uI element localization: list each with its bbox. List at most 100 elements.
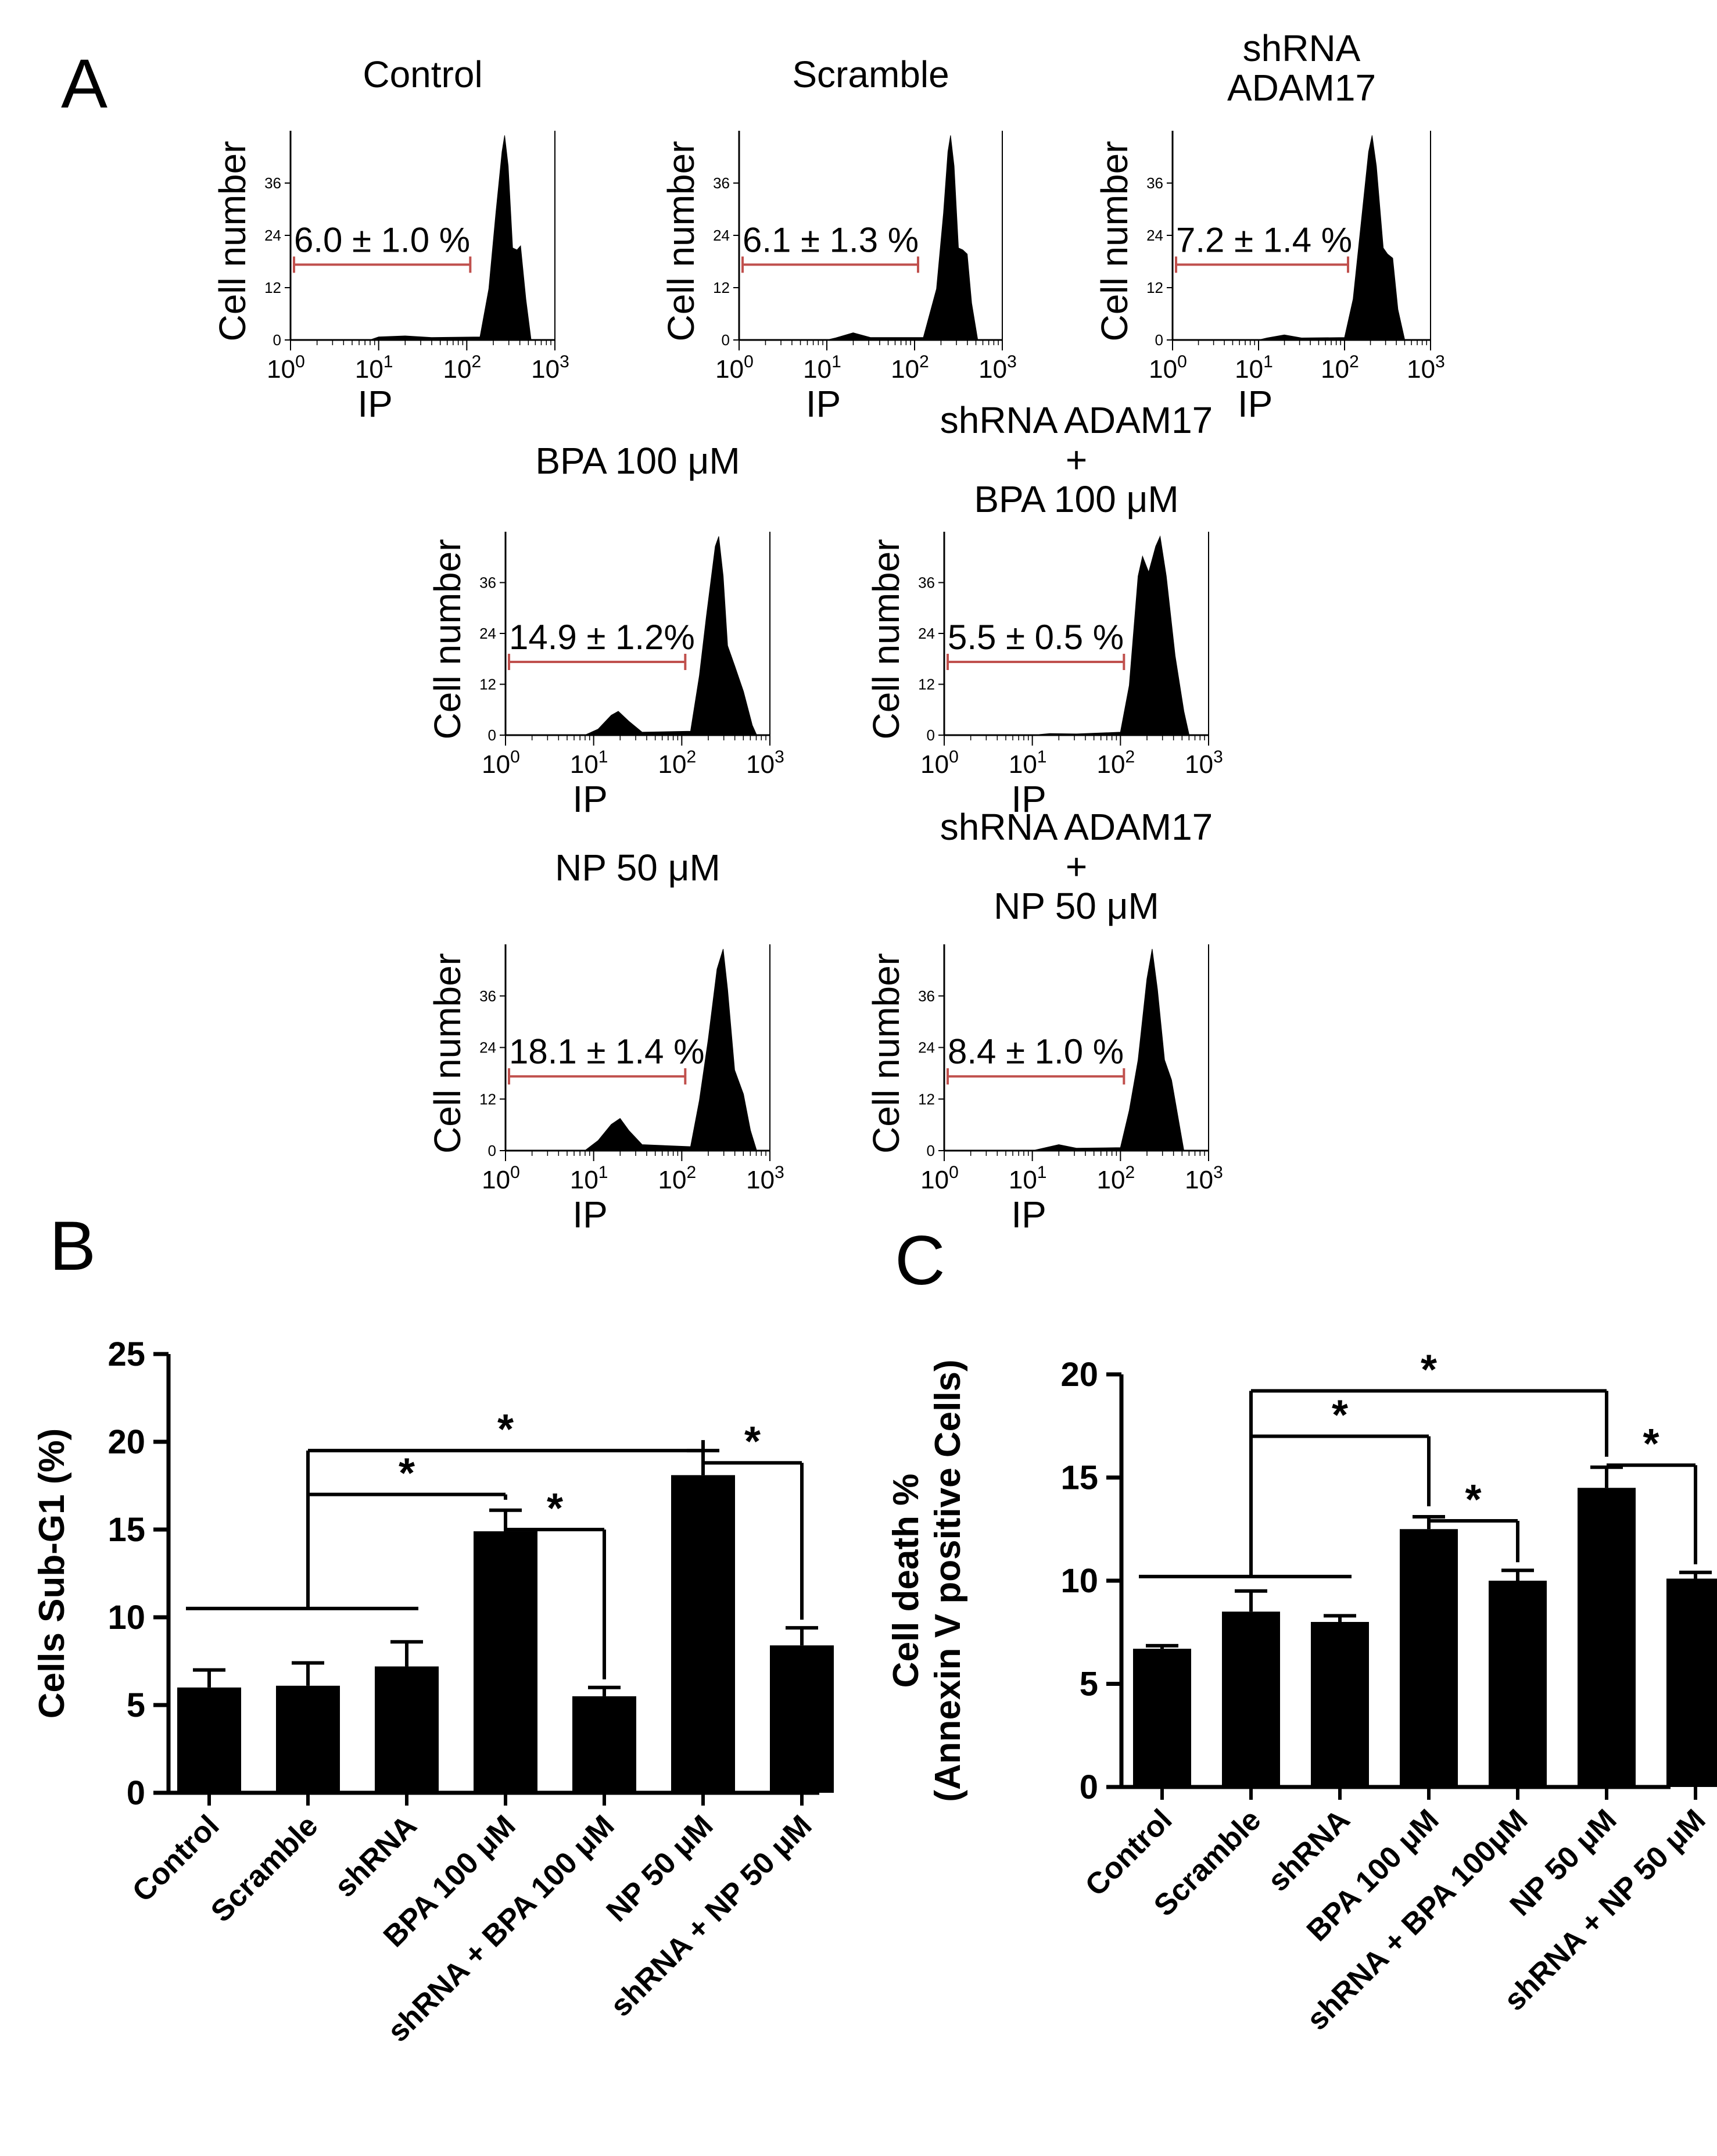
histogram-y-tick-label: 12 — [1146, 279, 1163, 296]
histogram-distribution — [739, 135, 1002, 341]
panel-label-c: C — [895, 1222, 945, 1299]
histogram-y-tick-label: 12 — [479, 1090, 496, 1108]
histogram-x-tick-label: 100 — [267, 352, 305, 384]
bar-y-tick-label: 0 — [1080, 1768, 1098, 1806]
histogram-x-label: IP — [572, 778, 607, 820]
bar — [1489, 1581, 1547, 1787]
sub-g1-percentage: 6.0 ± 1.0 % — [294, 220, 470, 259]
histogram-x-tick-label: 102 — [658, 747, 697, 779]
histogram-y-label: Cell number — [865, 953, 907, 1154]
histogram-x-tick-label: 102 — [1097, 747, 1135, 779]
histogram-title: Scramble — [792, 53, 949, 95]
histogram-y-tick-label: 12 — [479, 676, 496, 693]
histogram-x-tick-label: 101 — [355, 352, 393, 384]
bar-y-tick-label: 5 — [1080, 1666, 1098, 1703]
bar — [1222, 1611, 1280, 1787]
histogram-x-label: IP — [806, 383, 841, 425]
histogram-y-tick-label: 36 — [918, 987, 935, 1005]
histogram-y-tick-label: 0 — [488, 726, 496, 744]
histogram-bpa: BPA 100 μM 0 12 24 36 100 101 102 103 IP Cell numb… — [426, 440, 784, 820]
histogram-y-tick-label: 36 — [918, 574, 935, 592]
bar-y-tick-label: 20 — [1060, 1356, 1098, 1394]
significance-star: * — [547, 1485, 563, 1532]
histogram-x-tick-label: 103 — [1185, 747, 1223, 779]
panel-label-b: B — [49, 1207, 96, 1285]
histogram-title: BPA 100 μM — [974, 478, 1178, 520]
histogram-x-tick-label: 100 — [920, 1163, 959, 1194]
histogram-x-tick-label: 103 — [1407, 352, 1445, 384]
histogram-distribution — [944, 948, 1209, 1151]
histogram-y-label: Cell number — [660, 141, 702, 341]
histogram-x-tick-label: 101 — [570, 1163, 608, 1194]
histogram-np: NP 50 μM 0 12 24 36 100 101 102 103 IP Cell number… — [426, 847, 784, 1235]
histogram-panels: Control 0 12 24 36 100 101 102 103 IP Cell number 6… — [212, 27, 1445, 1235]
histogram-y-tick-label: 12 — [918, 676, 935, 693]
histogram-x-label: IP — [1011, 778, 1046, 820]
sub-g1-percentage: 5.5 ± 0.5 % — [948, 618, 1124, 657]
histogram-x-tick-label: 100 — [482, 747, 520, 779]
histogram-y-tick-label: 12 — [264, 279, 281, 296]
bar-y-tick-label: 5 — [127, 1686, 145, 1724]
histogram-x-label: IP — [357, 383, 392, 425]
histogram-shrna-np: shRNA ADAM17+NP 50 μM 0 12 24 36 100 101 102 103… — [865, 806, 1223, 1235]
bar — [572, 1696, 636, 1793]
histogram-y-tick-label: 36 — [264, 174, 281, 192]
sub-g1-percentage: 14.9 ± 1.2% — [509, 618, 695, 657]
significance-star: * — [744, 1419, 761, 1465]
sub-g1-percentage: 8.4 ± 1.0 % — [948, 1032, 1124, 1071]
histogram-y-tick-label: 0 — [1155, 331, 1163, 349]
histogram-x-tick-label: 103 — [746, 747, 784, 779]
histogram-x-tick-label: 101 — [803, 352, 841, 384]
histogram-x-tick-label: 103 — [1185, 1163, 1223, 1194]
histogram-x-label: IP — [1238, 383, 1272, 425]
bar-y-tick-label: 15 — [1060, 1459, 1098, 1497]
histogram-title: + — [1066, 439, 1087, 481]
histogram-x-tick-label: 102 — [658, 1163, 697, 1194]
histogram-title: Control — [363, 53, 482, 95]
histogram-x-tick-label: 100 — [920, 747, 959, 779]
histogram-y-tick-label: 24 — [264, 227, 281, 244]
bar-y-label-line: (Annexin V positive Cells) — [928, 1359, 968, 1802]
histogram-title: shRNA ADAM17 — [940, 806, 1213, 848]
bar — [671, 1475, 735, 1793]
histogram-title: shRNA — [1243, 27, 1361, 69]
bar-y-tick-label: 25 — [107, 1335, 145, 1373]
bar-y-tick-label: 20 — [107, 1423, 145, 1461]
histogram-control: Control 0 12 24 36 100 101 102 103 IP Cell number 6… — [212, 53, 569, 425]
histogram-title: ADAM17 — [1227, 67, 1376, 109]
bar — [1133, 1649, 1191, 1787]
bar — [1666, 1578, 1717, 1787]
sub-g1-percentage: 18.1 ± 1.4 % — [509, 1032, 704, 1071]
significance-star: * — [497, 1406, 514, 1453]
histogram-y-label: Cell number — [426, 953, 468, 1154]
significance-star: * — [1465, 1477, 1481, 1523]
histogram-y-tick-label: 0 — [488, 1142, 496, 1159]
histogram-x-tick-label: 102 — [891, 352, 929, 384]
histogram-x-tick-label: 103 — [978, 352, 1017, 384]
histogram-y-tick-label: 36 — [479, 987, 496, 1005]
histogram-y-label: Cell number — [865, 539, 907, 739]
histogram-scramble: Scramble 0 12 24 36 100 101 102 103 IP Cell number… — [660, 53, 1017, 425]
histogram-y-tick-label: 0 — [722, 331, 730, 349]
bar — [1311, 1622, 1369, 1787]
histogram-x-tick-label: 100 — [1149, 352, 1187, 384]
significance-star: * — [1643, 1421, 1659, 1467]
bar-y-tick-label: 15 — [107, 1511, 145, 1549]
significance-star: * — [1421, 1346, 1437, 1393]
histogram-y-tick-label: 36 — [713, 174, 730, 192]
histogram-x-tick-label: 103 — [746, 1163, 784, 1194]
histogram-x-tick-label: 100 — [715, 352, 754, 384]
histogram-y-tick-label: 12 — [713, 279, 730, 296]
histogram-y-tick-label: 36 — [479, 574, 496, 592]
histogram-x-tick-label: 103 — [531, 352, 569, 384]
panel-label-a: A — [61, 45, 107, 123]
bar — [770, 1645, 834, 1793]
histogram-title: shRNA ADAM17 — [940, 399, 1213, 441]
bar — [474, 1531, 537, 1793]
histogram-x-label: IP — [572, 1194, 607, 1235]
histogram-y-tick-label: 24 — [479, 625, 496, 642]
histogram-title: + — [1066, 846, 1087, 887]
histogram-y-tick-label: 0 — [927, 726, 935, 744]
